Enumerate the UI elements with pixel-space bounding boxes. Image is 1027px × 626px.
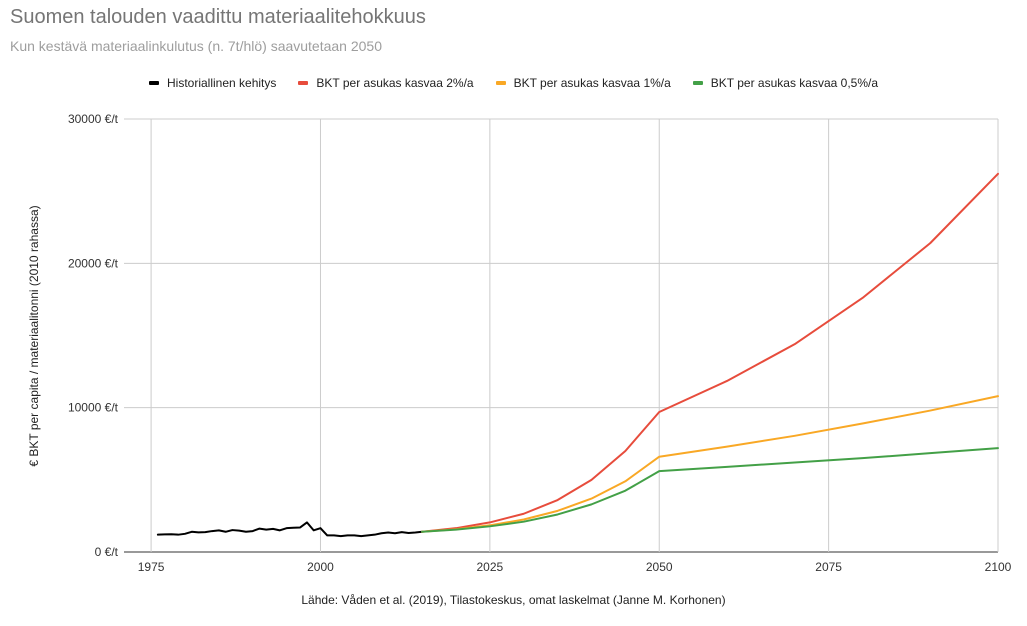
y-tick-label: 10000 €/t: [68, 401, 119, 415]
series-lines: [156, 172, 999, 538]
x-tick-label: 1975: [138, 560, 165, 574]
source-note: Lähde: Våden et al. (2019), Tilastokesku…: [301, 593, 726, 607]
x-tick-label: 2025: [477, 560, 504, 574]
legend-item-growth-2: BKT per asukas kasvaa 2%/a: [298, 76, 474, 90]
legend-label-growth-2: BKT per asukas kasvaa 2%/a: [316, 76, 474, 90]
x-tick-label: 2050: [646, 560, 673, 574]
legend: Historiallinen kehitys BKT per asukas ka…: [0, 76, 1027, 90]
legend-swatch-historical: [149, 81, 159, 85]
legend-label-growth-1: BKT per asukas kasvaa 1%/a: [513, 76, 671, 90]
legend-swatch-growth-1: [495, 81, 506, 85]
x-tick-label: 2000: [307, 560, 334, 574]
x-tick-label: 2075: [815, 560, 842, 574]
legend-item-historical: Historiallinen kehitys: [149, 76, 276, 90]
y-tick-label: 20000 €/t: [68, 256, 119, 270]
series-line-historical: [156, 521, 424, 538]
grid: [124, 118, 999, 553]
y-tick-label: 30000 €/t: [68, 112, 119, 126]
legend-swatch-growth-05: [692, 81, 703, 85]
legend-label-historical: Historiallinen kehitys: [167, 76, 277, 90]
x-tick-label: 2100: [985, 560, 1012, 574]
legend-swatch-growth-2: [298, 81, 309, 85]
legend-item-growth-05: BKT per asukas kasvaa 0,5%/a: [692, 76, 878, 90]
series-line-growth-05: [421, 447, 999, 533]
y-tick-label: 0 €/t: [95, 545, 119, 559]
axes: 0 €/t 10000 €/t 20000 €/t 30000 €/t 1975 2000…: [68, 112, 1012, 574]
series-line-growth-2: [421, 172, 999, 533]
legend-item-growth-1: BKT per asukas kasvaa 1%/a: [495, 76, 671, 90]
series-line-growth-1: [421, 395, 999, 533]
legend-label-growth-05: BKT per asukas kasvaa 0,5%/a: [710, 76, 878, 90]
y-axis-label: € BKT per capita / materiaalitonni (2010…: [27, 205, 41, 466]
chart-title: Suomen talouden vaadittu materiaalitehok…: [10, 6, 426, 28]
chart-subtitle: Kun kestävä materiaalinkulutus (n. 7t/hl…: [10, 38, 383, 54]
